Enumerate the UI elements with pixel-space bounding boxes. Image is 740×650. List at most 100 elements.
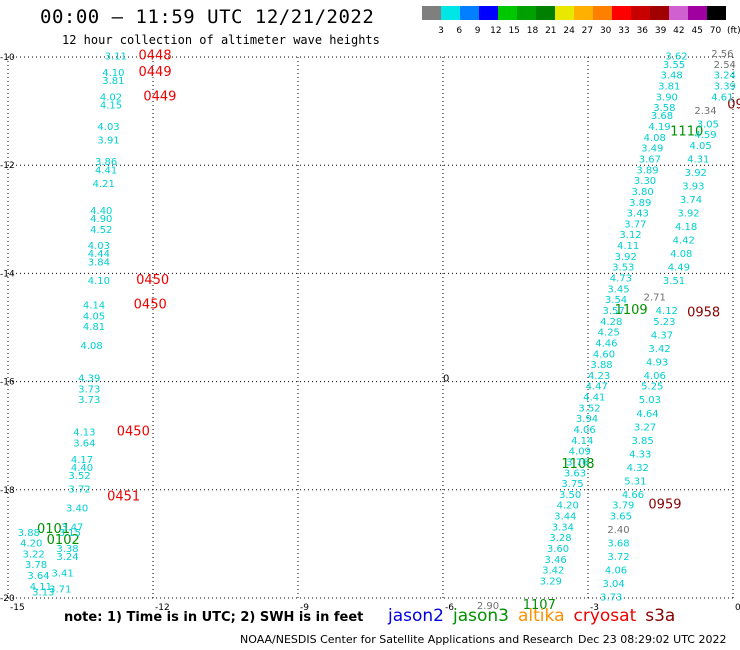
swh-value: 3.77 [624,219,646,230]
map-grid [7,56,734,599]
swh-value: 3.67 [639,154,661,165]
swh-value: 3.13 [32,587,54,598]
legend-swatch [422,6,441,20]
legend-label: 12 [490,26,502,36]
swh-value: 3.72 [607,552,629,563]
swh-value: 4.81 [83,322,105,333]
legend-label: 45 [691,26,703,36]
pass-time-label: 0450 [134,298,167,313]
swh-value: 5.03 [639,395,661,406]
swh-value: 4.14 [571,436,593,447]
pass-time-label: 0958 [687,306,720,321]
swh-value: 3.64 [27,571,49,582]
legend-label: (ft) [727,26,740,36]
legend-label: 27 [581,26,594,36]
swh-value: 4.17 [71,455,93,466]
swh-value: 4.31 [687,154,709,165]
pass-time-label: 0448 [139,49,172,64]
swh-value: 3.81 [658,81,680,92]
swh-value: 4.47 [586,382,608,393]
pass-time-label: 09 [727,97,740,112]
swh-value: 4.41 [95,165,117,176]
legend-label: 24 [563,26,575,36]
satellite-cryosat: cryosat [573,606,637,626]
swh-value: 4.18 [675,222,697,233]
swh-value: 3.65 [610,512,632,523]
swh-value: 3.44 [554,512,576,523]
swh-value: 4.19 [648,122,670,133]
swh-value: 4.21 [93,179,115,190]
swh-value: 2.90 [477,601,499,612]
swh-value: 3.52 [578,403,600,414]
swh-value: 3.46 [545,555,567,566]
swh-value: 3.49 [641,144,663,155]
swh-value: 4.08 [81,341,103,352]
swh-value: 3.73 [78,384,100,395]
swh-value: 4.14 [83,301,105,312]
swh-value: 4.15 [100,100,122,111]
swh-value: 3.75 [561,479,583,490]
pass-time-label: 1110 [670,124,703,139]
legend-swatch [517,6,536,20]
swh-value: 2.54 [714,60,736,71]
pass-time-label: 0450 [117,425,150,440]
legend-label: 30 [599,26,612,36]
swh-value: 3.92 [685,168,707,179]
x-tick-label: -6 [445,603,454,613]
swh-value: 3.57 [603,306,625,317]
x-tick-label: -9 [300,603,309,613]
swh-value: 4.03 [88,241,110,252]
swh-value: 3.94 [576,414,598,425]
y-tick-label: -14 [0,269,15,279]
swh-value: 3.51 [663,276,685,287]
legend-swatch [498,6,517,20]
pass-time-label: 0451 [107,490,140,505]
page-title: 00:00 – 11:59 UTC 12/21/2022 [40,6,375,28]
pass-time-label: 0959 [648,498,681,513]
legend-label: 36 [636,26,649,36]
pass-time-label: 0102 [47,533,80,548]
legend-swatch [479,6,498,20]
swh-value: 4.20 [557,501,579,512]
swh-value: 4.40 [71,463,93,474]
legend-label: 33 [618,26,630,36]
swh-value: 3.53 [612,263,634,274]
swh-value: 3.92 [677,209,699,220]
swh-value: 4.46 [595,338,617,349]
swh-value: 3.90 [656,92,678,103]
swh-value: 3.72 [68,485,90,496]
pass-time-label: 1107 [523,598,556,613]
swh-value: 3.80 [632,187,654,198]
swh-value: 3.73 [78,395,100,406]
swh-value: 4.06 [644,371,666,382]
page-subtitle: 12 hour collection of altimeter wave hei… [62,33,380,47]
swh-value: 3.41 [52,568,74,579]
legend-swatch [688,6,707,20]
swh-value: 3.55 [663,60,685,71]
swh-value: 3.27 [634,422,656,433]
swh-value: 3.54 [605,295,627,306]
swh-value: 3.79 [612,501,634,512]
pass-time-label: 1108 [561,457,594,472]
swh-value: 4.23 [588,371,610,382]
swh-value: 4.20 [20,539,42,550]
swh-value: 3.86 [95,157,117,168]
swh-value: 4.33 [629,449,651,460]
legend-label: 15 [508,26,520,36]
swh-value: 3.92 [615,252,637,263]
swh-value: 4.11 [617,241,639,252]
pass-time-label: 0450 [136,273,169,288]
swh-value: 4.90 [90,214,112,225]
satellite-jason2: jason2 [388,606,444,626]
legend-swatch [669,6,688,20]
swh-value: 2.34 [694,106,716,117]
swh-value: 4.10 [102,68,124,79]
swh-value: 4.13 [73,428,95,439]
legend-swatch [555,6,574,20]
swh-value: 3.73 [600,593,622,604]
swh-value: 3.04 [603,579,625,590]
swh-value: 3.52 [68,471,90,482]
swh-value: 5.31 [624,476,646,487]
legend-swatch [707,6,726,20]
